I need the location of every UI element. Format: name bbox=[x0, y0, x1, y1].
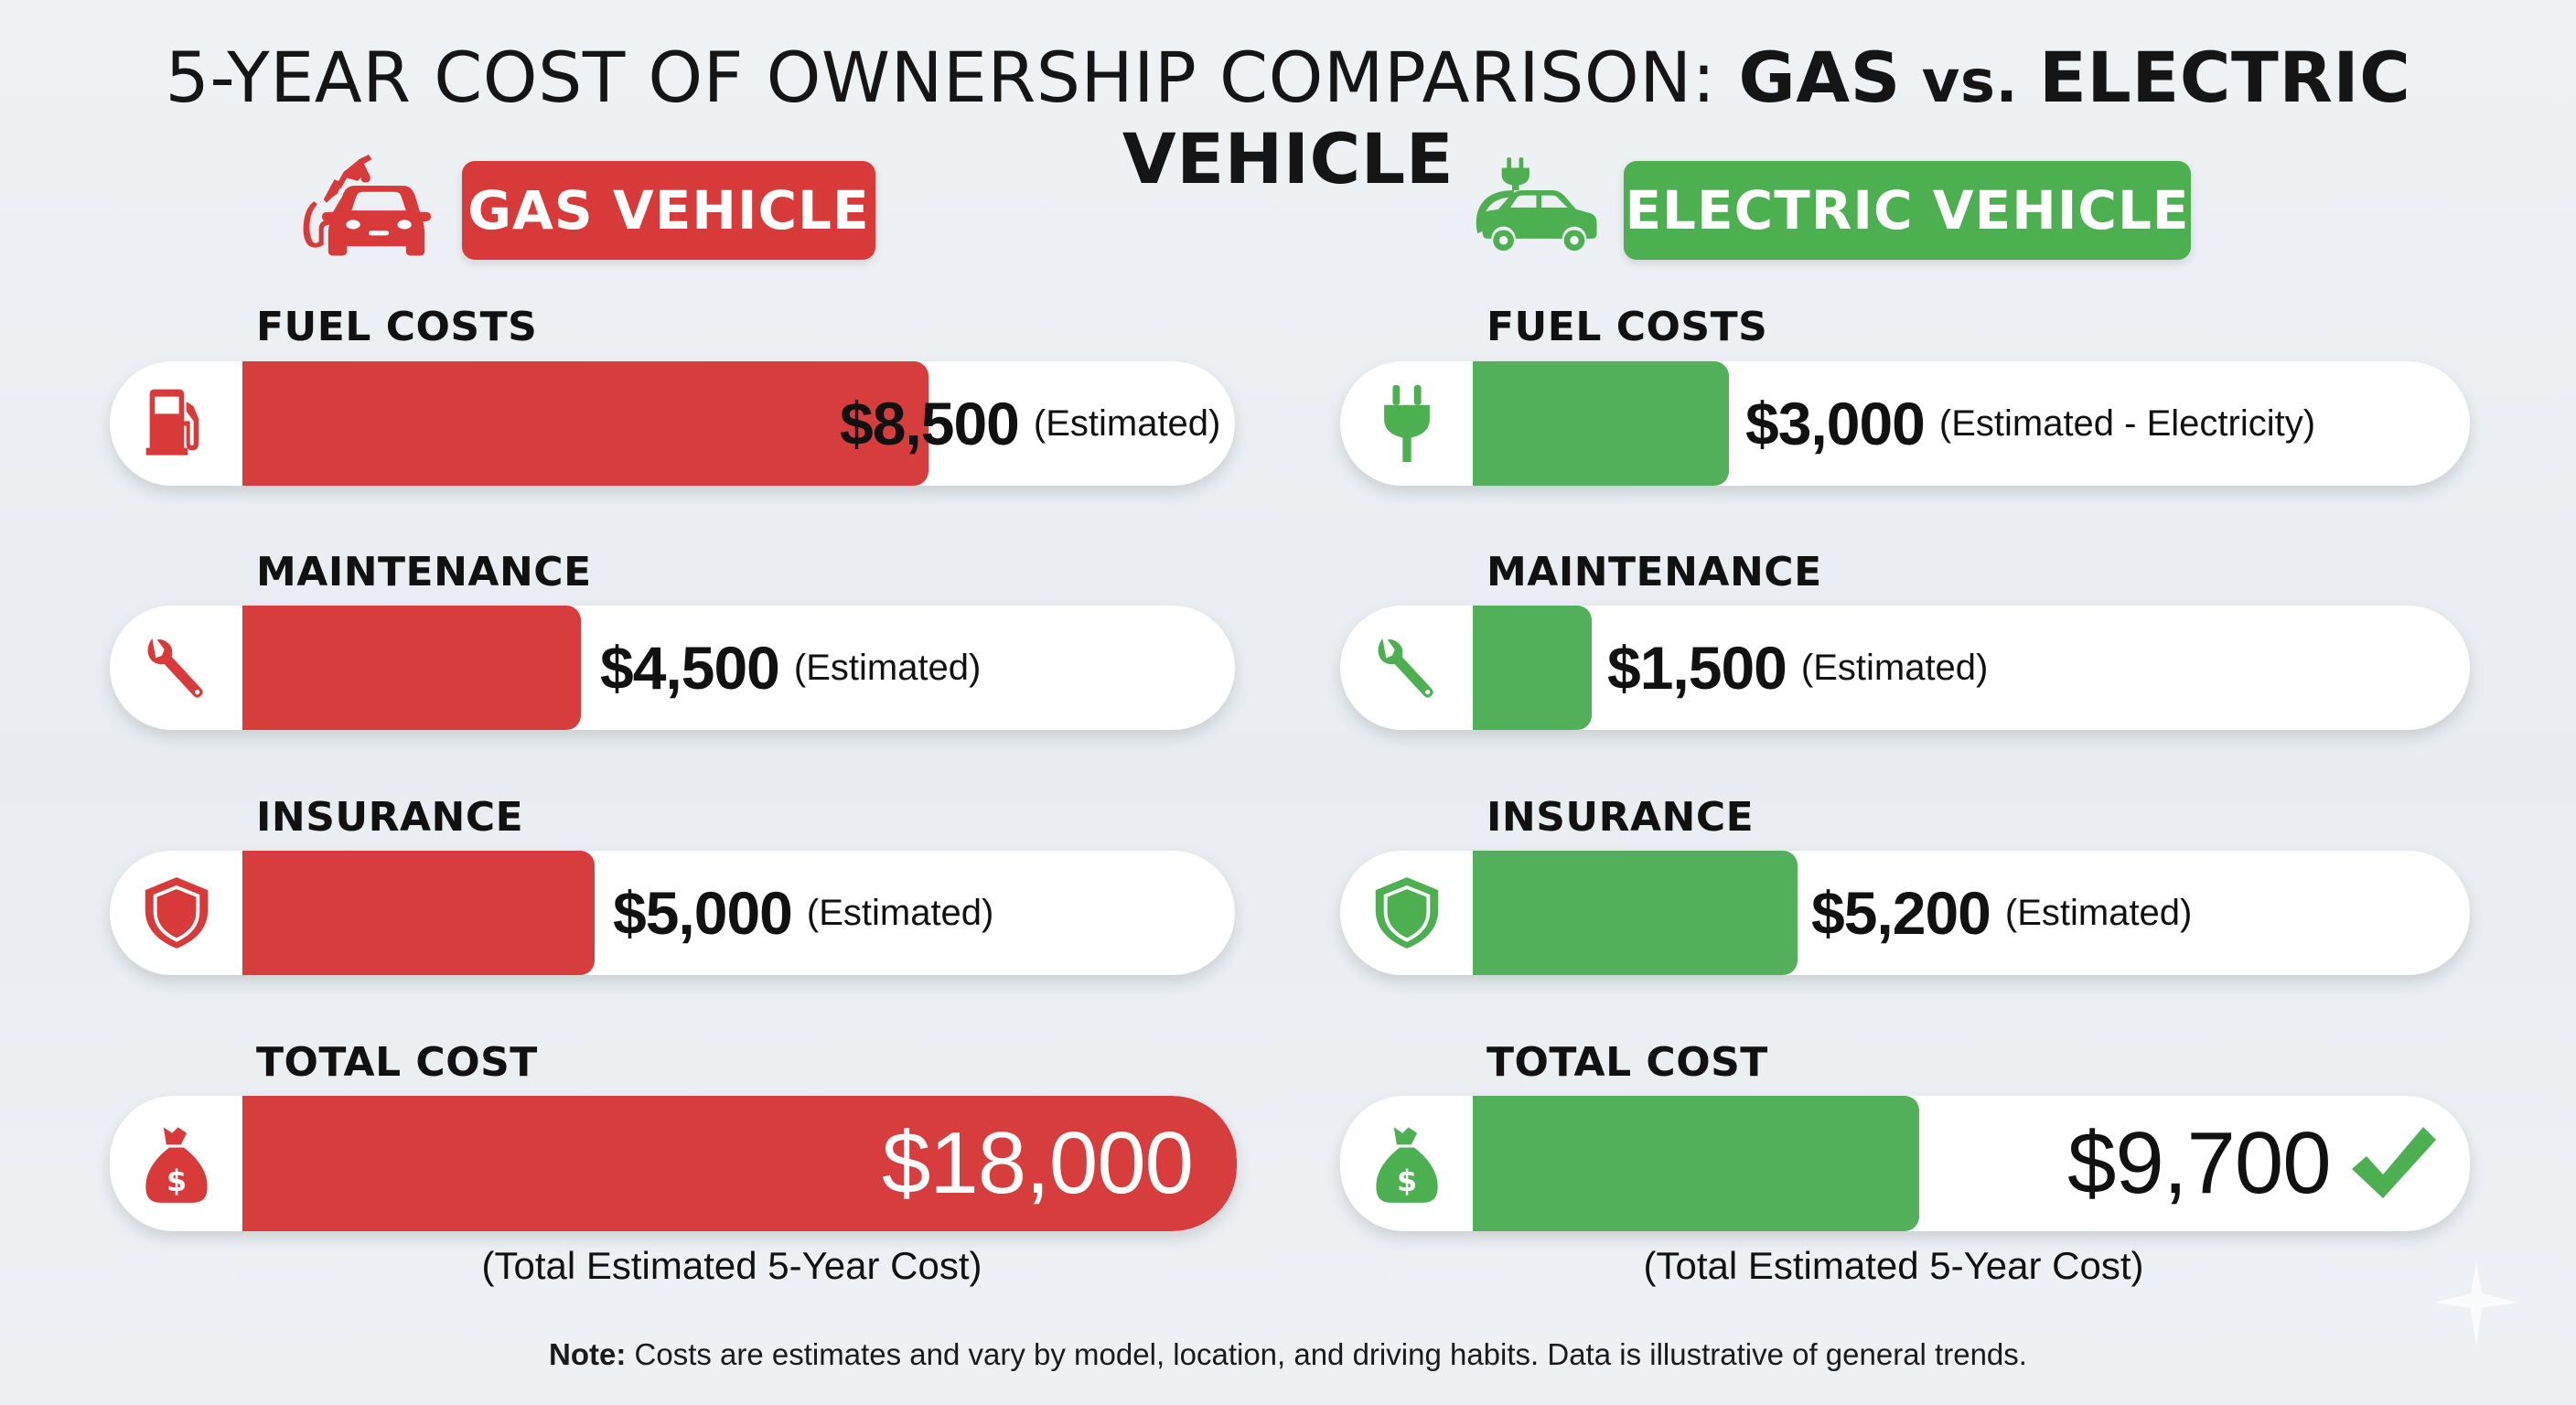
wrench-icon bbox=[110, 606, 242, 730]
gas-fuel-value: $8,500 (Estimated) bbox=[840, 361, 1220, 486]
amount: $8,500 bbox=[840, 390, 1020, 457]
ev-insurance-bar bbox=[1473, 851, 1798, 975]
gas-maintenance-label: MAINTENANCE bbox=[256, 549, 592, 595]
ev-maintenance-bar bbox=[1473, 606, 1592, 730]
amount: $4,500 bbox=[600, 634, 780, 702]
ev-fuel-value: $3,000 (Estimated - Electricity) bbox=[1745, 361, 2315, 486]
ev-total-caption: (Total Estimated 5-Year Cost) bbox=[1643, 1244, 2144, 1287]
sparkle-icon bbox=[2429, 1262, 2529, 1358]
gas-maintenance-row: $4,500 (Estimated) bbox=[110, 606, 1235, 730]
gas-insurance-bar bbox=[242, 851, 595, 975]
ev-insurance-value: $5,200 (Estimated) bbox=[1811, 851, 2192, 975]
plug-icon bbox=[1340, 361, 1473, 486]
ev-maintenance-label: MAINTENANCE bbox=[1487, 549, 1822, 595]
gas-total-value: $18,000 bbox=[881, 1096, 1194, 1231]
gas-fuel-bar bbox=[242, 361, 928, 486]
amount: $9,700 bbox=[2067, 1114, 2332, 1212]
footnote-label: Note: bbox=[549, 1337, 627, 1371]
gas-maintenance-bar bbox=[242, 606, 581, 730]
gas-total-bar bbox=[242, 1096, 1237, 1231]
ev-fuel-label: FUEL COSTS bbox=[1487, 304, 1768, 350]
footnote: Note: Costs are estimates and vary by mo… bbox=[0, 1337, 2576, 1372]
ev-total-value: $9,700 bbox=[2067, 1096, 2332, 1231]
plug-car-icon bbox=[1450, 151, 1605, 265]
note: (Estimated) bbox=[806, 892, 994, 933]
gas-total-row: $ $18,000 bbox=[110, 1096, 1237, 1231]
gas-vehicle-badge: GAS VEHICLE bbox=[462, 161, 875, 260]
gas-maintenance-value: $4,500 (Estimated) bbox=[600, 606, 981, 730]
shield-icon bbox=[110, 851, 242, 975]
amount: $18,000 bbox=[881, 1114, 1194, 1212]
ev-insurance-row: $5,200 (Estimated) bbox=[1340, 851, 2470, 975]
money-bag-icon: $ bbox=[1340, 1096, 1473, 1231]
note: (Estimated - Electricity) bbox=[1938, 402, 2316, 444]
gas-fuel-row: $8,500 (Estimated) bbox=[110, 361, 1235, 486]
shield-icon bbox=[1340, 851, 1473, 975]
title-prefix: 5-YEAR COST OF OWNERSHIP COMPARISON: bbox=[165, 37, 1739, 118]
note: (Estimated) bbox=[1033, 402, 1221, 444]
gas-insurance-label: INSURANCE bbox=[256, 794, 524, 841]
footnote-text: Costs are estimates and vary by model, l… bbox=[626, 1337, 2027, 1371]
ev-total-row: $ $9,700 bbox=[1340, 1096, 2470, 1231]
gas-insurance-value: $5,000 (Estimated) bbox=[613, 851, 993, 975]
note: (Estimated) bbox=[1800, 647, 1989, 688]
gas-insurance-row: $5,000 (Estimated) bbox=[110, 851, 1235, 975]
money-bag-icon: $ bbox=[110, 1096, 242, 1231]
gas-pump-car-icon bbox=[291, 146, 446, 265]
fuel-pump-icon bbox=[110, 361, 242, 486]
gas-total-caption: (Total Estimated 5-Year Cost) bbox=[481, 1244, 982, 1287]
gas-fuel-label: FUEL COSTS bbox=[256, 304, 538, 350]
title-gas: GAS bbox=[1738, 37, 1901, 118]
svg-text:$: $ bbox=[166, 1165, 186, 1198]
amount: $3,000 bbox=[1745, 390, 1926, 457]
note: (Estimated) bbox=[793, 647, 982, 688]
checkmark-icon bbox=[2346, 1123, 2438, 1210]
page-title: 5-YEAR COST OF OWNERSHIP COMPARISON: GAS… bbox=[0, 37, 2576, 199]
ev-maintenance-row: $1,500 (Estimated) bbox=[1340, 606, 2470, 730]
amount: $1,500 bbox=[1607, 634, 1787, 702]
amount: $5,200 bbox=[1811, 879, 1991, 947]
amount: $5,000 bbox=[613, 879, 793, 947]
ev-maintenance-value: $1,500 (Estimated) bbox=[1607, 606, 1988, 730]
ev-total-label: TOTAL COST bbox=[1487, 1039, 1768, 1086]
gas-total-label: TOTAL COST bbox=[256, 1039, 538, 1086]
ev-fuel-row: $3,000 (Estimated - Electricity) bbox=[1340, 361, 2470, 486]
ev-fuel-bar bbox=[1473, 361, 1729, 486]
title-vs: vs. bbox=[1900, 48, 2039, 116]
title-ev: ELECTRIC VEHICLE bbox=[1122, 37, 2411, 199]
ev-insurance-label: INSURANCE bbox=[1487, 794, 1755, 841]
svg-text:$: $ bbox=[1396, 1165, 1416, 1198]
ev-total-bar bbox=[1473, 1096, 1919, 1231]
note: (Estimated) bbox=[2004, 892, 2193, 933]
wrench-icon bbox=[1340, 606, 1473, 730]
electric-vehicle-badge: ELECTRIC VEHICLE bbox=[1624, 161, 2191, 260]
